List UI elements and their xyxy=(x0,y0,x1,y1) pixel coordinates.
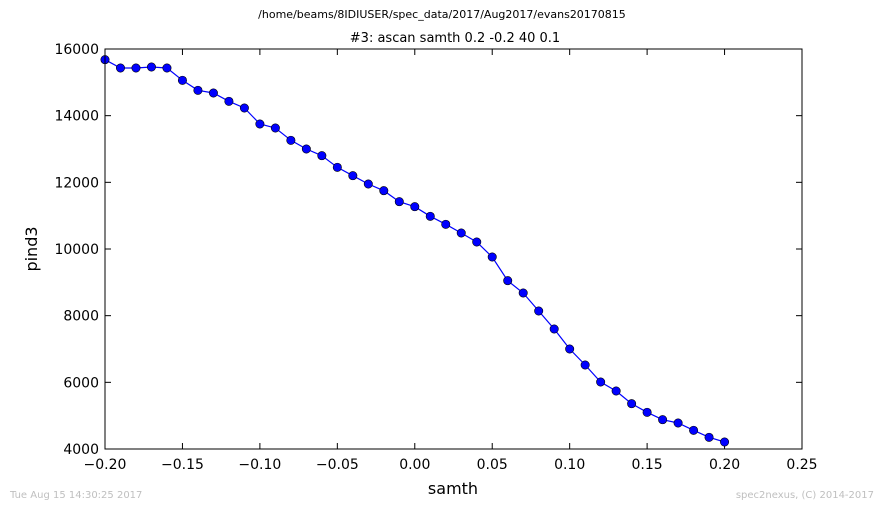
data-point xyxy=(642,407,652,417)
y-tick-label: 16000 xyxy=(54,42,99,58)
series-line xyxy=(104,59,725,443)
data-point xyxy=(487,252,497,262)
data-point xyxy=(611,386,621,396)
y-tick-label: 10000 xyxy=(54,242,99,258)
data-point xyxy=(410,202,420,212)
x-tick-label: 0.00 xyxy=(399,457,430,473)
data-point xyxy=(689,425,699,435)
data-point xyxy=(549,324,559,334)
data-point xyxy=(255,119,265,129)
data-point xyxy=(658,415,668,425)
x-tick-label: 0.15 xyxy=(632,457,663,473)
data-point xyxy=(534,306,544,316)
y-tick-label: 6000 xyxy=(63,375,99,391)
data-point xyxy=(239,103,249,113)
y-tick-label: 4000 xyxy=(63,442,99,458)
data-point xyxy=(720,437,730,447)
x-tick-label: −0.05 xyxy=(316,457,359,473)
data-point xyxy=(193,85,203,95)
chart-title: #3: ascan samth 0.2 -0.2 40 0.1 xyxy=(350,31,560,46)
plot-frame xyxy=(104,48,803,450)
data-point xyxy=(131,63,141,73)
data-point xyxy=(162,63,172,73)
data-point xyxy=(317,151,327,161)
data-point xyxy=(472,237,482,247)
data-point xyxy=(518,288,528,298)
data-point xyxy=(379,186,389,196)
data-point xyxy=(177,75,187,85)
data-point xyxy=(565,344,575,354)
data-point xyxy=(146,62,156,72)
figure-suptitle: /home/beams/8IDIUSER/spec_data/2017/Aug2… xyxy=(258,8,626,21)
data-point xyxy=(286,135,296,145)
data-point xyxy=(270,123,280,133)
x-tick-label: 0.10 xyxy=(554,457,585,473)
footer-credit: spec2nexus, (C) 2014-2017 xyxy=(735,490,874,501)
data-point xyxy=(332,162,342,172)
y-axis-label: pind3 xyxy=(22,226,41,271)
data-point xyxy=(627,399,637,409)
data-point xyxy=(596,377,606,387)
data-point xyxy=(425,211,435,221)
data-point xyxy=(224,96,234,106)
data-point xyxy=(704,432,714,442)
x-tick-label: −0.15 xyxy=(161,457,204,473)
data-point xyxy=(208,88,218,98)
x-tick-label: 0.05 xyxy=(477,457,508,473)
data-point xyxy=(580,360,590,370)
data-point xyxy=(394,197,404,207)
x-tick-label: −0.10 xyxy=(238,457,281,473)
x-tick-label: −0.20 xyxy=(84,457,127,473)
data-point xyxy=(441,219,451,229)
y-tick-label: 14000 xyxy=(54,109,99,125)
data-point xyxy=(348,171,358,181)
data-point xyxy=(301,144,311,154)
data-point xyxy=(456,228,466,238)
data-point xyxy=(363,179,373,189)
x-axis-label: samth xyxy=(428,479,478,498)
x-tick-label: 0.25 xyxy=(786,457,817,473)
y-tick-label: 8000 xyxy=(63,309,99,325)
y-tick-label: 12000 xyxy=(54,175,99,191)
x-tick-label: 0.20 xyxy=(709,457,740,473)
data-point xyxy=(115,63,125,73)
footer-timestamp: Tue Aug 15 14:30:25 2017 xyxy=(10,490,143,501)
data-point xyxy=(503,276,513,286)
data-point xyxy=(673,418,683,428)
